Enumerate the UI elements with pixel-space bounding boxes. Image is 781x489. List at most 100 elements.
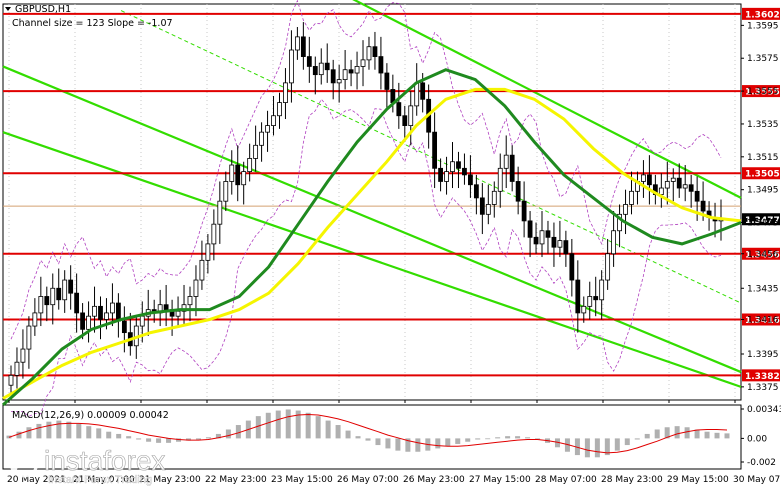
macd-histogram-bar (445, 438, 451, 447)
y-tick-label: 1.3515 (747, 153, 779, 163)
macd-histogram-bar (26, 427, 32, 439)
ma-slow-line (2, 68, 742, 407)
level-label: 1.3456 (745, 250, 780, 260)
candle-body (384, 72, 390, 90)
candle-body (259, 131, 264, 146)
x-tick-label: 30 May 07:00 (733, 475, 781, 485)
macd-histogram-bar (66, 421, 72, 439)
candle-body (354, 66, 360, 74)
candle-body (229, 164, 235, 182)
level-label: 1.3555 (745, 88, 780, 98)
y-tick-label: 1.3416 (747, 315, 779, 325)
candle-body (658, 187, 664, 196)
candle-body (223, 181, 229, 202)
macd-histogram-bar (285, 409, 291, 439)
candle-body (86, 315, 91, 330)
macd-histogram-bar (485, 438, 491, 440)
time-axis: 20 May 2021 21 May 07:00 21 May 23:00 22 Ma… (7, 400, 781, 485)
macd-histogram-bar (215, 433, 221, 439)
macd-histogram-bar (156, 438, 162, 443)
candle-body (241, 171, 247, 186)
candle-body (617, 213, 622, 232)
macd-tick-label: 0.00 (747, 434, 767, 444)
candle-body (527, 220, 533, 238)
candle-body (110, 302, 115, 314)
candle-body (121, 320, 127, 334)
macd-histogram-bar (554, 438, 560, 448)
level-lines: 1.3602 1.3555 1.3505 1.3456 1.3416 1.3382 (3, 7, 780, 382)
level-label: 1.3602 (745, 10, 780, 20)
candle-body (688, 184, 694, 192)
candle-body (420, 82, 426, 100)
candle-body (378, 56, 384, 74)
macd-histogram-bar (395, 438, 401, 451)
macd-histogram-bar (255, 416, 261, 439)
level-label-box (742, 85, 780, 98)
bollinger-bands (10, 0, 722, 417)
collapse-triangle-icon[interactable] (5, 7, 11, 11)
macd-histogram-bar (674, 426, 680, 439)
macd-plot-frame (2, 404, 742, 470)
macd-histogram-bar (495, 437, 501, 439)
candle-body (515, 181, 521, 202)
channel-info: Channel size = 123 Slope = -1.07 (12, 18, 173, 29)
y-tick-label: 1.3535 (747, 120, 779, 130)
macd-histogram-bar (475, 438, 481, 440)
macd-histogram-bar (365, 438, 371, 441)
candle-body (444, 171, 449, 182)
candle-body (283, 82, 288, 103)
candle-body (611, 230, 617, 255)
candle-body (68, 279, 74, 294)
symbol-label: GBPUSD,H1 (15, 4, 71, 15)
candle-body (479, 197, 485, 215)
candle-body (372, 46, 378, 57)
candle-body (294, 36, 300, 51)
candle-body (235, 164, 241, 186)
macd-histogram-bar (604, 438, 610, 456)
candle-body (491, 190, 497, 205)
macd-histogram-bar (614, 438, 620, 451)
macd-tick-label: 0.00343 (747, 405, 781, 415)
candle-body (360, 59, 366, 67)
main-plot-frame (2, 3, 742, 401)
candle-body (312, 66, 318, 76)
candle-body (545, 230, 551, 238)
instaforex-logo-icon (9, 448, 39, 478)
macd-histogram-bar (455, 438, 461, 444)
candle-body (50, 287, 56, 306)
band-upper (10, 0, 722, 340)
candle-body (336, 79, 342, 84)
candle-body (20, 348, 26, 363)
candle-body (247, 158, 253, 173)
x-tick-label: 28 May 07:00 (535, 475, 597, 485)
x-tick-label: 26 May 23:00 (403, 475, 465, 485)
y-tick-label: 1.3375 (747, 383, 779, 393)
candle-body (563, 240, 569, 255)
macd-tick-label: -0.002 (747, 458, 776, 468)
macd-histogram-bar (724, 433, 730, 439)
macd-histogram-bar (46, 421, 52, 439)
level-label: 1.3382 (745, 372, 780, 382)
candle-body (74, 292, 80, 314)
macd-histogram-bar (594, 438, 600, 458)
current-price-label: 1.3477 (745, 216, 780, 226)
logo-swoosh (13, 453, 35, 471)
candle-body (342, 69, 348, 80)
candle-body (414, 82, 420, 107)
macd-histogram-bar (684, 427, 690, 439)
x-tick-label: 26 May 07:00 (337, 475, 399, 485)
macd-histogram-bar (116, 433, 122, 439)
macd-histogram-bar (106, 431, 112, 439)
candle-body (497, 167, 503, 192)
level-label-box (742, 167, 780, 180)
candle-body (557, 240, 563, 248)
candle-body (438, 167, 443, 182)
macd-histogram-bar (335, 425, 341, 439)
macd-histogram-bar (136, 438, 142, 440)
channel-line-middle (2, 65, 742, 374)
level-label-box (742, 369, 780, 382)
candle-body (181, 304, 187, 312)
candle-body (605, 253, 611, 281)
candle-body (306, 56, 312, 67)
